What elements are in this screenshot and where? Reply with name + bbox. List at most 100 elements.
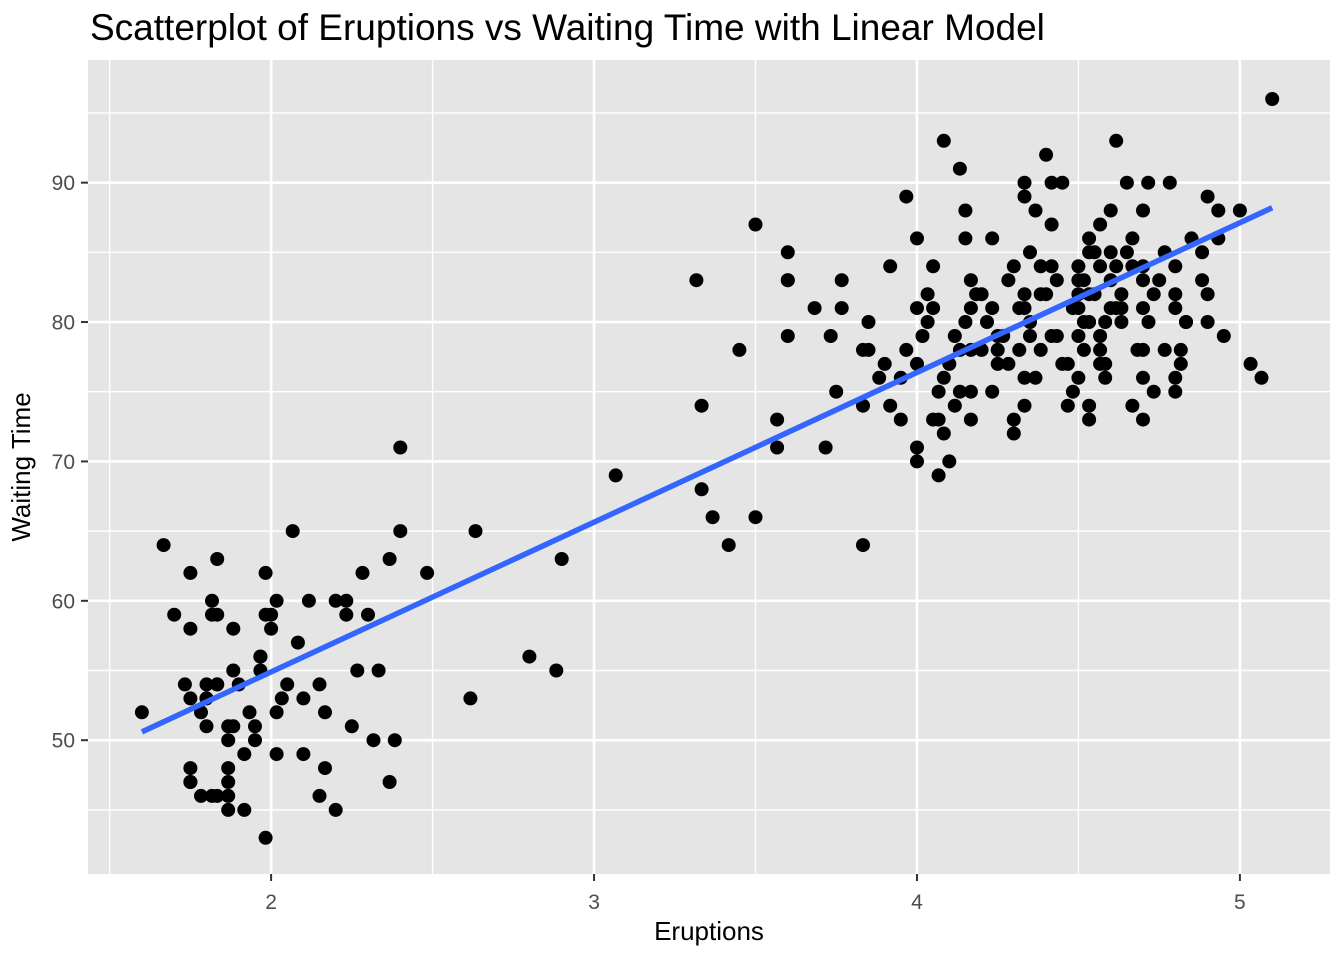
data-point: [1017, 370, 1032, 385]
data-point: [1243, 356, 1258, 371]
data-point: [355, 565, 370, 580]
data-point: [1200, 287, 1215, 302]
data-point: [780, 329, 795, 343]
data-point: [344, 719, 359, 734]
data-point: [1141, 315, 1156, 329]
data-point: [942, 454, 957, 469]
data-point: [463, 691, 478, 706]
data-point: [1098, 356, 1113, 371]
scatter-points: [134, 92, 1280, 845]
data-point: [1136, 273, 1150, 288]
data-point: [522, 649, 537, 664]
data-point: [1114, 315, 1129, 329]
data-point: [328, 593, 343, 608]
data-point: [269, 747, 284, 762]
data-point: [694, 398, 709, 413]
data-point: [210, 677, 225, 692]
data-point: [248, 733, 262, 748]
data-point: [1103, 203, 1118, 218]
data-point: [393, 440, 408, 455]
data-point: [177, 677, 192, 692]
data-point: [339, 593, 354, 608]
data-point: [748, 217, 763, 232]
data-point: [807, 301, 822, 316]
x-tick-label: 5: [1234, 891, 1246, 914]
data-point: [1001, 356, 1016, 371]
data-point: [1136, 203, 1150, 218]
data-point: [926, 301, 941, 316]
data-point: [194, 788, 208, 803]
data-point: [1109, 259, 1124, 274]
data-point: [1173, 356, 1188, 371]
data-point: [1028, 370, 1043, 385]
data-point: [1098, 315, 1113, 329]
data-point: [963, 384, 978, 399]
data-point: [420, 565, 435, 580]
data-point: [554, 552, 569, 566]
data-point: [1039, 287, 1054, 302]
data-point: [1141, 175, 1156, 190]
data-point: [361, 607, 375, 622]
data-point: [1119, 245, 1134, 260]
regression-line: [140, 205, 1274, 735]
data-point: [226, 621, 241, 636]
data-point: [269, 705, 284, 720]
data-point: [1076, 342, 1091, 357]
x-tick-label: 4: [911, 891, 923, 914]
data-point: [221, 733, 236, 748]
data-point: [1093, 259, 1108, 274]
data-point: [861, 315, 876, 329]
data-point: [985, 301, 1000, 316]
data-point: [258, 830, 273, 845]
data-point: [1125, 231, 1140, 246]
data-point: [936, 133, 951, 148]
data-point: [823, 329, 838, 343]
data-point: [318, 761, 332, 776]
data-point: [1049, 273, 1064, 288]
data-point: [899, 342, 914, 357]
data-point: [1200, 189, 1215, 204]
data-point: [248, 719, 262, 734]
data-point: [1017, 301, 1032, 316]
data-point: [1093, 217, 1108, 232]
data-point: [1195, 273, 1210, 288]
data-point: [926, 259, 941, 274]
data-point: [936, 370, 951, 385]
data-point: [770, 412, 785, 427]
data-point: [1023, 245, 1037, 260]
data-point: [1071, 259, 1086, 274]
data-point: [1152, 273, 1167, 288]
data-point: [339, 607, 354, 622]
data-point: [920, 287, 935, 302]
trend-line-layer: [140, 205, 1274, 735]
data-point: [1146, 384, 1161, 399]
data-point: [1168, 287, 1183, 302]
data-point: [312, 677, 327, 692]
data-point: [549, 663, 564, 678]
data-point: [1082, 231, 1097, 246]
data-point: [1082, 398, 1097, 413]
data-point: [689, 273, 704, 288]
data-point: [915, 329, 930, 343]
data-point: [183, 761, 198, 776]
data-point: [883, 398, 898, 413]
data-point: [694, 482, 709, 497]
data-point: [393, 524, 408, 539]
data-point: [468, 524, 483, 539]
data-point: [705, 510, 720, 525]
data-point: [210, 552, 225, 566]
data-point: [296, 747, 311, 762]
data-point: [290, 635, 305, 650]
y-tick-label: 90: [52, 172, 75, 195]
data-point: [732, 342, 747, 357]
data-point: [931, 384, 946, 399]
data-point: [1082, 315, 1097, 329]
data-point: [963, 273, 978, 288]
chart-title: Scatterplot of Eruptions vs Waiting Time…: [90, 7, 1045, 48]
data-point: [1265, 92, 1280, 106]
data-point: [199, 677, 214, 692]
data-point: [1216, 329, 1231, 343]
data-point: [1179, 315, 1193, 329]
data-point: [1136, 301, 1150, 316]
